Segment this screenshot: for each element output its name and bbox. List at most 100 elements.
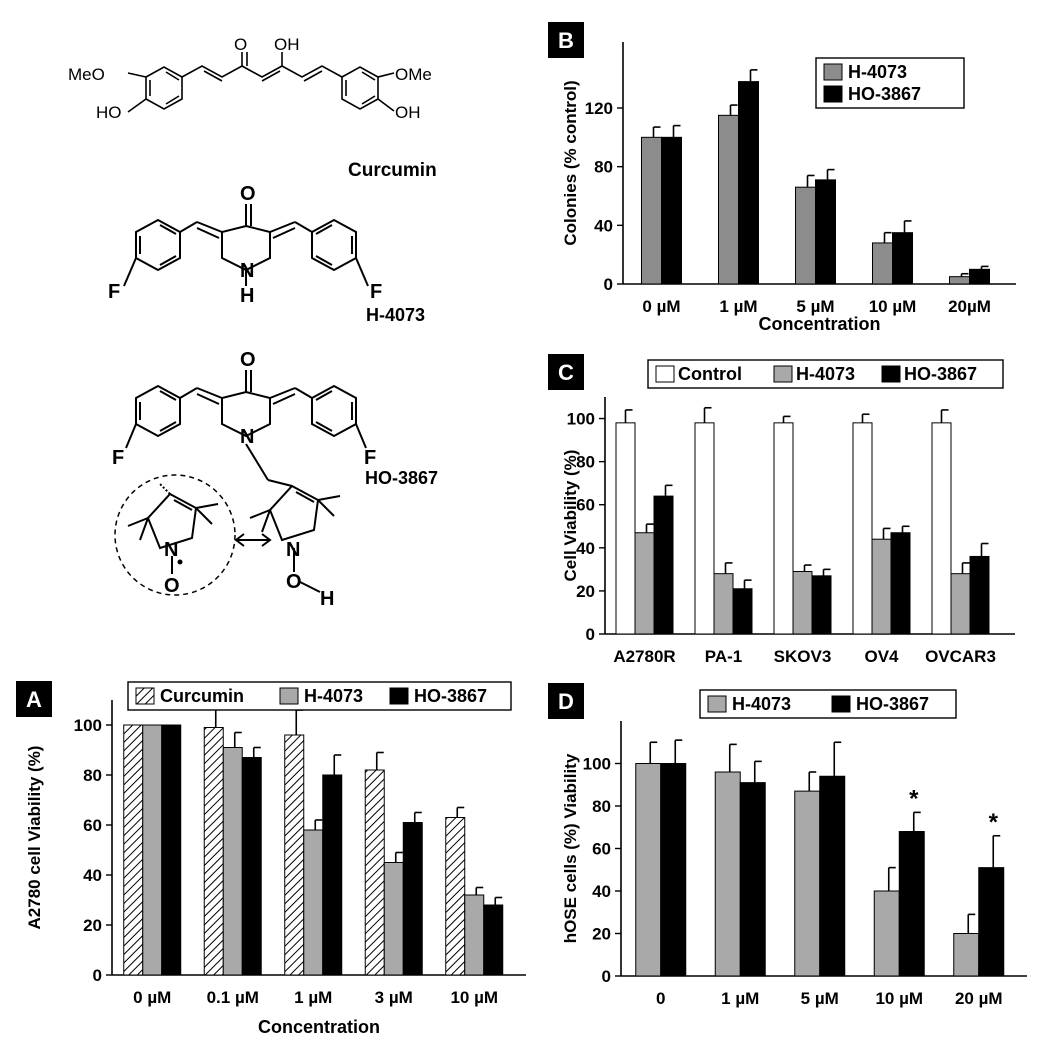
- chart-c-bar-h-4073: [792, 571, 813, 635]
- curcumin-ho-left-label: HO: [96, 103, 122, 122]
- chart-c-bar-h-4073: [634, 532, 655, 635]
- chart-d-y-tick-label: 20: [592, 925, 611, 944]
- curcumin-enol-label: OH: [274, 35, 300, 54]
- chart-d-bar-ho-3867: [978, 867, 1005, 977]
- chart-c-bar-ho-3867: [969, 555, 990, 635]
- chart-a-bar-ho-3867: [402, 822, 423, 976]
- nitroxide-radical-dot: [177, 559, 183, 565]
- h4073-f-left-label: F: [108, 281, 120, 303]
- chart-d-x-tick-label: 20 µM: [955, 989, 1003, 1008]
- chart-b-x-tick-label: 20µM: [948, 297, 991, 316]
- chart-c-bar-h-4073: [713, 573, 734, 635]
- chart-a-x-tick-label: 0.1 µM: [207, 988, 259, 1007]
- chart-a-y-tick-label: 60: [83, 816, 102, 835]
- panel-letter-b: B: [548, 22, 584, 58]
- chart-d-x-tick-label: 1 µM: [721, 989, 759, 1008]
- chart-a-legend-box: [127, 681, 512, 711]
- chart-b-legend-label-h-4073: H-4073: [848, 62, 907, 82]
- chart-a-legend-label-ho-3867: HO-3867: [414, 686, 487, 706]
- chart-c-bar-control: [931, 422, 952, 635]
- chart-a: 0 20 40 60 80 100 A2780 cell Viability (%) 0 µM…: [25, 681, 526, 1037]
- chart-a-bar-curcumin: [364, 769, 385, 976]
- chart-d-legend-label-h-4073: H-4073: [732, 694, 791, 714]
- chart-b-y-tick-label: 120: [585, 99, 613, 118]
- chart-a-x-tick-label: 3 µM: [375, 988, 413, 1007]
- chart-d-significance-star: *: [909, 785, 919, 812]
- chart-a-bar-ho-3867: [483, 904, 504, 976]
- chart-c-legend-box: [647, 359, 1004, 389]
- chart-b-x-tick-label: 0 µM: [642, 297, 680, 316]
- chart-d-x-tick-label: 5 µM: [801, 989, 839, 1008]
- chart-a-x-tick-label: 10 µM: [450, 988, 498, 1007]
- h4073-f-right-label: F: [370, 281, 382, 303]
- chart-d-y-tick-label: 0: [602, 967, 611, 986]
- chart-c-y-tick-label: 40: [576, 539, 595, 558]
- curcumin-oh-right-label: OH: [395, 103, 421, 122]
- chart-d-legend-swatch-h-4073: [707, 695, 727, 713]
- chart-b-bar-ho-3867: [969, 268, 990, 285]
- chart-a-legend-swatch-curcumin: [135, 687, 155, 705]
- chart-a-bar-curcumin: [284, 734, 305, 976]
- panel-letter-a: A: [16, 681, 52, 717]
- chart-a-bar-ho-3867: [241, 757, 262, 976]
- chart-a-bar-ho-3867: [322, 774, 343, 976]
- chart-d-bar-ho-3867: [660, 763, 687, 977]
- chart-a-bar-h-4073: [142, 724, 163, 976]
- chart-c-y-tick-label: 80: [576, 453, 595, 472]
- chart-c-x-tick-label: SKOV3: [774, 647, 832, 666]
- panel-letter-d: D: [548, 683, 584, 719]
- chart-b-y-label: Colonies (% control): [561, 80, 580, 245]
- chart-b-x-tick-label: 1 µM: [719, 297, 757, 316]
- chart-c-legend-swatch-control: [655, 365, 675, 383]
- chart-d-legend-swatch-ho-3867: [831, 695, 851, 713]
- chart-a-bar-curcumin: [203, 727, 224, 976]
- hydroxyl-n-label: N: [286, 539, 300, 561]
- chart-d-bar-h-4073: [873, 890, 900, 977]
- chart-b-bar-ho-3867: [738, 81, 759, 285]
- chart-c-y-tick-label: 20: [576, 582, 595, 601]
- chart-a-bar-h-4073: [464, 894, 485, 976]
- h4073-name: H-4073: [366, 305, 425, 325]
- chart-a-x-tick-label: 1 µM: [294, 988, 332, 1007]
- chart-d-bar-ho-3867: [898, 831, 925, 977]
- chart-c-bar-h-4073: [871, 538, 892, 635]
- chart-d-y-tick-label: 80: [592, 797, 611, 816]
- chart-b-x-tick-label: 5 µM: [796, 297, 834, 316]
- chart-b-bar-ho-3867: [892, 232, 913, 285]
- chart-b-legend-swatch-ho-3867: [823, 85, 843, 103]
- ho3867-structure: [114, 370, 367, 596]
- chart-d-bar-ho-3867: [739, 782, 766, 977]
- chart-c-x-tick-label: OV4: [864, 647, 899, 666]
- chart-c-x-tick-label: OVCAR3: [925, 647, 996, 666]
- chart-a-bar-h-4073: [222, 747, 243, 976]
- chart-c-x-tick-label: PA-1: [705, 647, 742, 666]
- chart-b-bar-h-4073: [641, 136, 662, 285]
- chart-b-bar-h-4073: [872, 242, 893, 285]
- ho3867-f-left-label: F: [112, 447, 124, 469]
- h4073-structure: [123, 204, 369, 287]
- curcumin-name: Curcumin: [348, 160, 437, 181]
- chart-a-bar-ho-3867: [161, 724, 182, 976]
- chart-c-bar-ho-3867: [653, 495, 674, 635]
- panel-letter-c: C: [548, 354, 584, 390]
- chart-c-y-tick-label: 60: [576, 496, 595, 515]
- chart-a-y-tick-label: 100: [74, 716, 102, 735]
- chart-a-y-tick-label: 0: [93, 966, 102, 985]
- svg-text:D: D: [558, 689, 574, 714]
- chart-a-y-tick-label: 20: [83, 916, 102, 935]
- h4073-h-label: H: [240, 285, 254, 307]
- svg-text:C: C: [558, 360, 574, 385]
- chart-d-bar-ho-3867: [819, 775, 846, 977]
- nitroxide-n-label: N: [164, 539, 178, 561]
- hydroxyl-h-label: H: [320, 588, 334, 610]
- chart-d-bar-h-4073: [714, 771, 741, 977]
- chart-a-x-tick-label: 0 µM: [133, 988, 171, 1007]
- chart-c-y-label: Cell Viability (%): [561, 450, 580, 582]
- chart-a-bar-curcumin: [445, 817, 466, 976]
- chart-a-bar-h-4073: [383, 862, 404, 976]
- nitroxide-o-label: O: [164, 575, 180, 597]
- chart-b-bar-h-4073: [795, 186, 816, 285]
- chart-a-legend-swatch-ho-3867: [389, 687, 409, 705]
- chart-c-bar-control: [694, 422, 715, 635]
